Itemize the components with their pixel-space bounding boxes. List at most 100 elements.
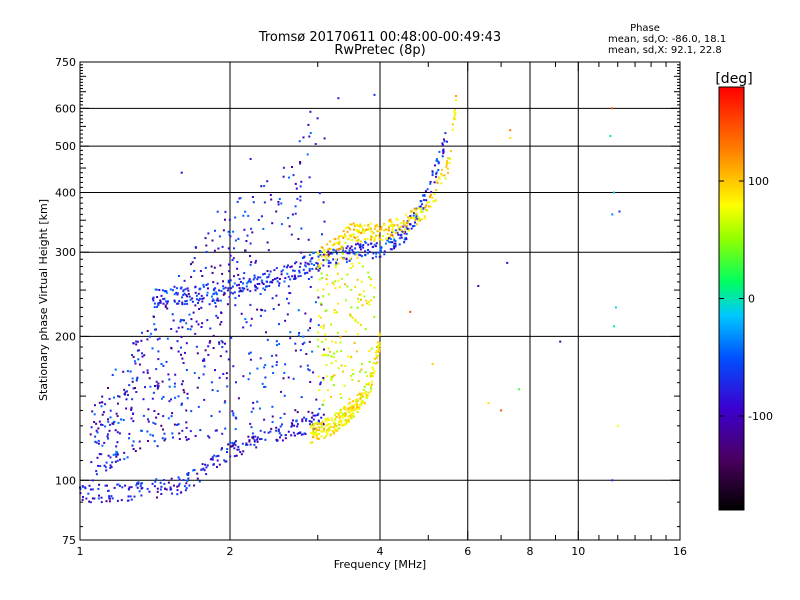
data-point [431,174,434,177]
data-point [200,326,203,328]
data-point [390,233,393,236]
data-point [366,302,369,305]
data-point [414,218,417,221]
data-point [328,426,331,429]
data-point [252,435,255,438]
y-tick-label: 100 [55,474,76,487]
data-point [367,225,370,228]
data-point [310,262,313,265]
data-point [262,273,264,276]
data-point [509,137,512,139]
data-point [200,306,203,309]
data-point [93,497,96,500]
data-point [373,236,376,239]
data-point [127,488,130,491]
data-point [167,417,170,420]
data-point [261,309,264,312]
data-point [371,257,374,260]
data-point [335,412,338,415]
data-point [307,329,310,332]
data-point [400,222,403,224]
data-point [231,259,234,262]
data-point [358,229,361,232]
data-point [345,227,347,230]
data-point [100,423,102,426]
data-point [339,408,342,411]
data-point [380,249,382,252]
data-point [111,374,114,376]
data-point [363,238,366,241]
data-point [394,242,397,245]
data-point [353,403,356,406]
data-point [153,302,156,305]
data-point [168,400,171,403]
data-point [154,385,156,387]
data-point [348,252,351,255]
data-point [421,218,423,221]
data-point [122,419,125,421]
data-point [364,328,367,331]
data-point [348,398,351,400]
data-point [443,174,446,177]
data-point [162,415,165,418]
data-point [315,398,318,401]
data-point [299,262,302,265]
data-point [174,396,177,399]
data-point [181,319,184,322]
data-point [324,333,327,336]
data-point [104,466,107,469]
data-point [341,416,344,419]
data-point [176,489,179,492]
data-point [386,233,389,235]
data-point [284,277,287,280]
data-point [214,287,217,290]
data-point [420,208,423,211]
data-point [161,380,164,383]
data-point [306,364,309,367]
data-point [354,285,357,288]
data-point [406,220,409,222]
data-point [289,278,292,281]
data-point [297,309,300,312]
data-point [322,413,325,416]
data-point [175,291,178,294]
data-point [453,116,456,119]
data-point [435,172,438,175]
data-point [353,228,355,231]
data-point [167,481,170,484]
data-point [370,242,373,245]
data-point [388,241,391,244]
data-point [268,285,271,287]
data-point [214,369,216,372]
data-point [180,404,183,406]
data-point [223,292,226,295]
data-point [252,278,255,281]
data-point [338,417,341,420]
data-point [201,463,204,466]
data-point [614,306,617,309]
data-point [321,423,323,425]
data-point [396,224,399,227]
data-point [311,350,314,353]
data-point [213,249,216,252]
data-point [297,238,300,240]
data-point [141,331,143,334]
data-point [358,407,361,410]
data-point [98,453,101,456]
data-point [234,239,237,242]
data-point [170,398,172,401]
data-point [327,265,330,268]
data-point [315,267,318,270]
data-point [366,238,369,241]
data-point [313,428,316,430]
data-point [245,282,248,285]
data-point [146,369,149,372]
data-point [396,231,399,234]
data-point [336,429,339,432]
data-point [233,441,236,444]
data-point [363,290,365,293]
data-point [316,262,319,265]
data-point [192,469,195,472]
data-point [308,420,311,423]
data-point [186,328,189,330]
